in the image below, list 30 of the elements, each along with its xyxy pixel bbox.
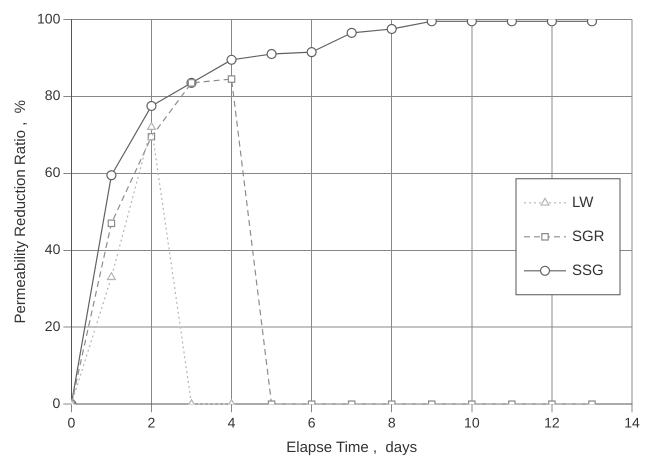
y-tick-label: 20 [44, 318, 61, 334]
x-tick-label: 2 [148, 414, 156, 430]
y-tick-label: 60 [44, 164, 61, 180]
y-tick-label: 0 [52, 395, 61, 412]
x-tick-label: 8 [388, 414, 396, 430]
point [386, 24, 397, 34]
legend-label: LW [572, 194, 594, 211]
y-tick-label: 40 [44, 241, 61, 258]
legend-label: SSG [572, 262, 604, 279]
x-tick-label: 0 [67, 414, 76, 430]
point [146, 100, 157, 112]
y-tick-label: 80 [44, 87, 61, 104]
point [106, 272, 116, 280]
y-tick-label: 100 [37, 10, 61, 26]
x-tick-label: 10 [464, 414, 480, 430]
x-axis-title: Elapse Time , days [286, 439, 418, 456]
x-tick-label: 6 [308, 414, 316, 430]
x-tick-label: 14 [624, 414, 640, 430]
x-tick-label: 12 [544, 414, 560, 430]
y-axis-title: Permeability Reduction Ratio , % [12, 100, 30, 324]
x-tick-label: 4 [228, 414, 236, 430]
point [146, 122, 156, 130]
point [106, 170, 117, 180]
point [306, 47, 317, 58]
legend-label: SGR [572, 228, 605, 245]
point [226, 54, 237, 65]
point [108, 220, 116, 228]
point [346, 28, 357, 38]
point [228, 75, 236, 83]
point [266, 48, 277, 60]
